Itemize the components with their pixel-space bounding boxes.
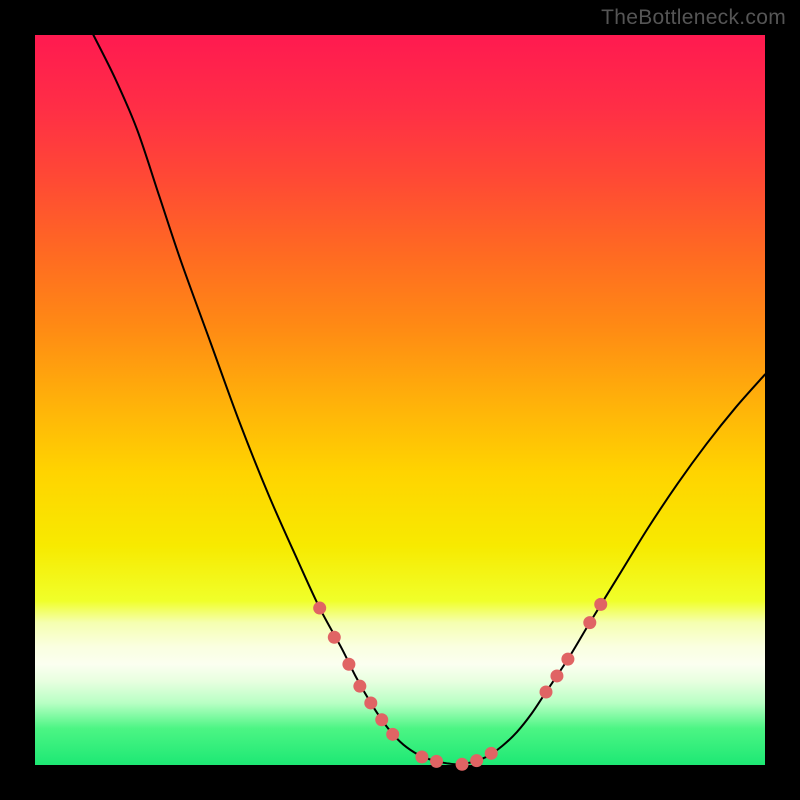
marker-dot [375, 713, 388, 726]
marker-dot [430, 755, 443, 768]
marker-dot [313, 602, 326, 615]
marker-dot [550, 669, 563, 682]
marker-dot [386, 728, 399, 741]
marker-dot [415, 750, 428, 763]
marker-dot [540, 686, 553, 699]
marker-dot [594, 598, 607, 611]
plot-area [35, 35, 765, 765]
marker-dot [470, 754, 483, 767]
marker-dot [583, 616, 596, 629]
marker-dot [561, 653, 574, 666]
marker-dot [485, 747, 498, 760]
marker-dot [353, 680, 366, 693]
marker-dot [328, 631, 341, 644]
marker-dot [342, 658, 355, 671]
marker-dot [364, 696, 377, 709]
bottleneck-chart [0, 0, 800, 800]
marker-dot [456, 758, 469, 771]
chart-stage: TheBottleneck.com [0, 0, 800, 800]
